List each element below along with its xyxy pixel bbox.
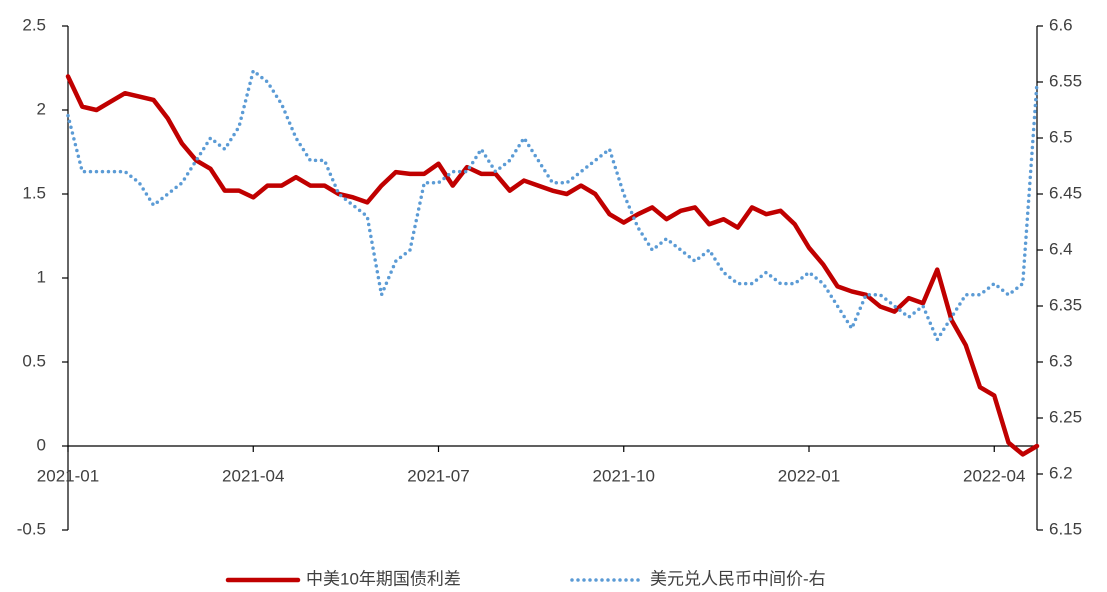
y2-tick-label: 6.6 [1049, 15, 1073, 34]
y2-tick-label: 6.4 [1049, 239, 1073, 258]
y-tick-label: 1 [37, 267, 46, 286]
y-tick-label: 2 [37, 99, 46, 118]
y2-tick-label: 6.15 [1049, 519, 1082, 538]
y-tick-label: -0.5 [17, 519, 46, 538]
y-tick-label: 0.5 [22, 351, 46, 370]
x-tick-label: 2021-10 [593, 466, 655, 485]
x-tick-label: 2021-07 [407, 466, 469, 485]
y2-tick-label: 6.35 [1049, 295, 1082, 314]
y-tick-label: 2.5 [22, 15, 46, 34]
series-line [66, 69, 1039, 342]
y2-tick-label: 6.5 [1049, 127, 1073, 146]
y2-tick-label: 6.45 [1049, 183, 1082, 202]
y2-tick-label: 6.2 [1049, 463, 1073, 482]
y-tick-label: 1.5 [22, 183, 46, 202]
x-tick-label: 2022-01 [778, 466, 840, 485]
x-tick-label: 2021-04 [222, 466, 284, 485]
y-tick-label: 0 [37, 435, 46, 454]
x-tick-label: 2022-04 [963, 466, 1025, 485]
series-line [65, 74, 1040, 457]
y2-tick-label: 6.55 [1049, 71, 1082, 90]
x-tick-label: 2021-01 [37, 466, 99, 485]
y2-tick-label: 6.25 [1049, 407, 1082, 426]
legend-label: 中美10年期国债利差 [306, 569, 461, 588]
y2-tick-label: 6.3 [1049, 351, 1073, 370]
legend-label: 美元兑人民币中间价-右 [650, 569, 826, 588]
